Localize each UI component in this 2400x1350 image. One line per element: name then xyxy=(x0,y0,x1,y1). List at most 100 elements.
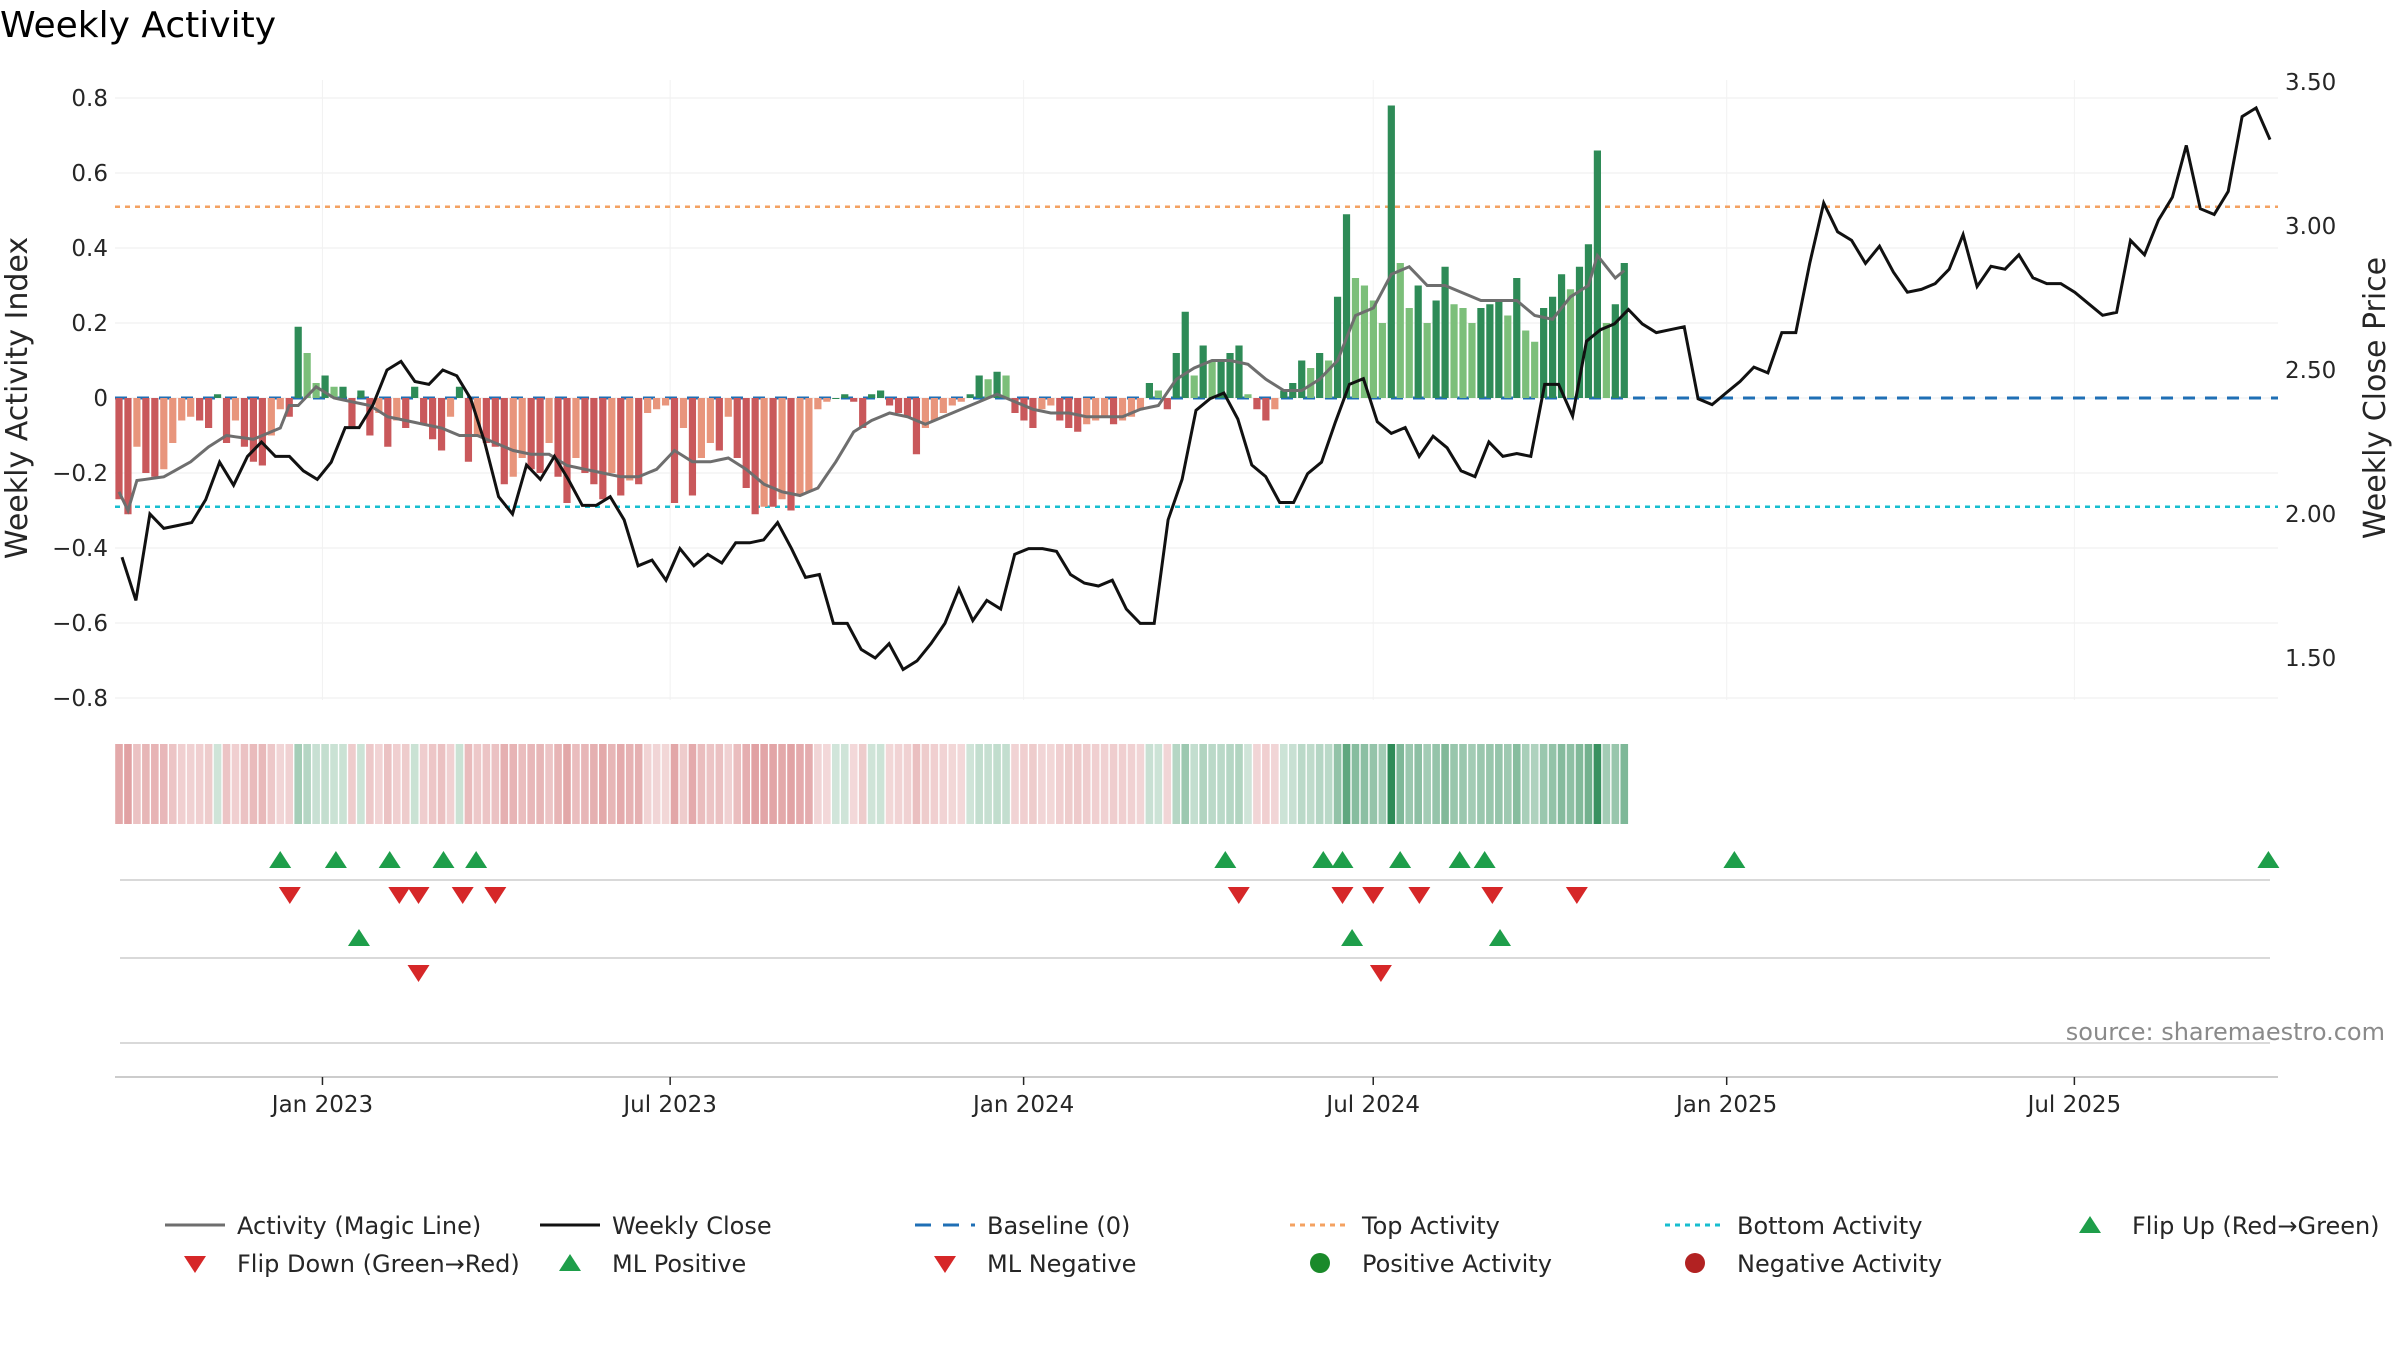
strip-cell xyxy=(1602,744,1611,824)
activity-bar xyxy=(1262,398,1270,421)
legend-item: Activity (Magic Line) xyxy=(237,1212,481,1240)
flip-up-marker xyxy=(1448,851,1471,868)
strip-cell xyxy=(787,744,795,824)
activity-bar xyxy=(769,398,777,507)
activity-bar xyxy=(1495,300,1503,398)
flip-down-marker xyxy=(1227,887,1250,904)
strip-cell xyxy=(1530,744,1539,824)
activity-bar xyxy=(661,398,670,406)
activity-bar xyxy=(1316,353,1324,398)
strip-cell xyxy=(1163,744,1172,824)
legend-item: Weekly Close xyxy=(612,1212,772,1240)
strip-cell xyxy=(1504,744,1512,824)
strip-cell xyxy=(1020,744,1028,824)
activity-bar xyxy=(1136,398,1145,410)
activity-bar xyxy=(751,398,759,515)
strip-cell xyxy=(849,744,858,824)
x-tick-label: Jan 2023 xyxy=(270,1092,373,1118)
strip-cell xyxy=(1199,744,1207,824)
activity-bar xyxy=(205,398,213,428)
activity-bar xyxy=(491,398,499,447)
strip-cell xyxy=(554,744,562,824)
activity-bar xyxy=(572,398,580,458)
strip-cell xyxy=(903,744,912,824)
activity-bar xyxy=(240,398,249,447)
flip-down-marker xyxy=(451,887,474,904)
activity-bar xyxy=(482,398,490,443)
activity-bar xyxy=(187,398,195,417)
strip-cell xyxy=(733,744,742,824)
activity-bar xyxy=(339,386,347,398)
strip-cell xyxy=(1333,744,1342,824)
y-tick-left: −0.8 xyxy=(52,686,108,712)
y-tick-left: 0.4 xyxy=(71,236,108,262)
strip-cell xyxy=(1235,744,1243,824)
activity-bar xyxy=(1477,308,1485,398)
legend-item: Flip Up (Red→Green) xyxy=(2132,1212,2380,1240)
activity-bar xyxy=(133,398,141,447)
strip-cell xyxy=(894,744,903,824)
strip-cell xyxy=(1548,744,1557,824)
activity-bar xyxy=(635,398,643,485)
strip-cell xyxy=(1271,744,1279,824)
activity-bar xyxy=(1369,300,1377,398)
y-tick-left: −0.6 xyxy=(52,611,108,637)
strip-cell xyxy=(1029,744,1037,824)
strip-cell xyxy=(796,744,804,824)
strip-cell xyxy=(482,744,491,824)
strip-cell xyxy=(115,744,123,824)
strip-cell xyxy=(1495,744,1503,824)
y-tick-left: 0.2 xyxy=(71,311,108,337)
strip-cell xyxy=(348,744,356,824)
flip-up-marker xyxy=(1312,851,1335,868)
strip-cell xyxy=(1226,744,1234,824)
activity-bar xyxy=(455,386,464,398)
activity-bar xyxy=(1342,214,1351,398)
strip-cell xyxy=(760,744,768,824)
series-lines xyxy=(117,105,2272,672)
strip-cell xyxy=(1324,744,1333,824)
y-tick-right: 2.00 xyxy=(2285,502,2336,528)
activity-bar xyxy=(1208,360,1216,398)
flip-down-marker xyxy=(388,887,411,904)
chart-title: Weekly Activity xyxy=(0,5,276,46)
y-tick-left: 0 xyxy=(93,386,108,412)
strip-cell xyxy=(1100,744,1109,824)
flip-up-marker xyxy=(432,851,455,868)
strip-cell xyxy=(151,744,159,824)
activity-bar xyxy=(509,398,517,477)
y-ticks-left: 0.8 0.6 0.4 0.2 0 −0.2 −0.4 −0.6 −0.8 xyxy=(52,86,108,712)
activity-bar xyxy=(850,398,858,402)
activity-bar xyxy=(563,398,571,503)
strip-cell xyxy=(1109,744,1118,824)
strip-cell xyxy=(769,744,777,824)
activity-bar xyxy=(294,326,302,398)
strip-cell xyxy=(957,744,966,824)
strip-cell xyxy=(616,744,625,824)
strip-cell xyxy=(832,744,840,824)
strip-cell xyxy=(1208,744,1216,824)
strip-cell xyxy=(823,744,831,824)
activity-bar xyxy=(1298,360,1306,398)
activity-bar xyxy=(697,398,705,458)
activity-bar xyxy=(1602,323,1610,398)
strip-cell xyxy=(688,744,697,824)
strip-cell xyxy=(1387,744,1396,824)
strip-cell xyxy=(652,744,661,824)
y-ticks-right: 3.50 3.00 2.50 2.00 1.50 xyxy=(2285,70,2336,672)
strip-cell xyxy=(527,744,535,824)
activity-bar xyxy=(1360,285,1369,398)
activity-bar xyxy=(1611,304,1619,398)
strip-cell xyxy=(1073,744,1082,824)
activity-bar xyxy=(178,398,186,421)
strip-cell xyxy=(1360,744,1369,824)
activity-bar xyxy=(151,398,159,477)
activity-bar xyxy=(536,398,544,473)
activity-bar xyxy=(1387,105,1395,398)
strip-cell xyxy=(1477,744,1485,824)
strip-cell xyxy=(1091,744,1100,824)
flip-up-marker xyxy=(1473,851,1496,868)
activity-bar xyxy=(1468,323,1476,398)
strip-cell xyxy=(742,744,750,824)
activity-bar xyxy=(1593,150,1601,398)
